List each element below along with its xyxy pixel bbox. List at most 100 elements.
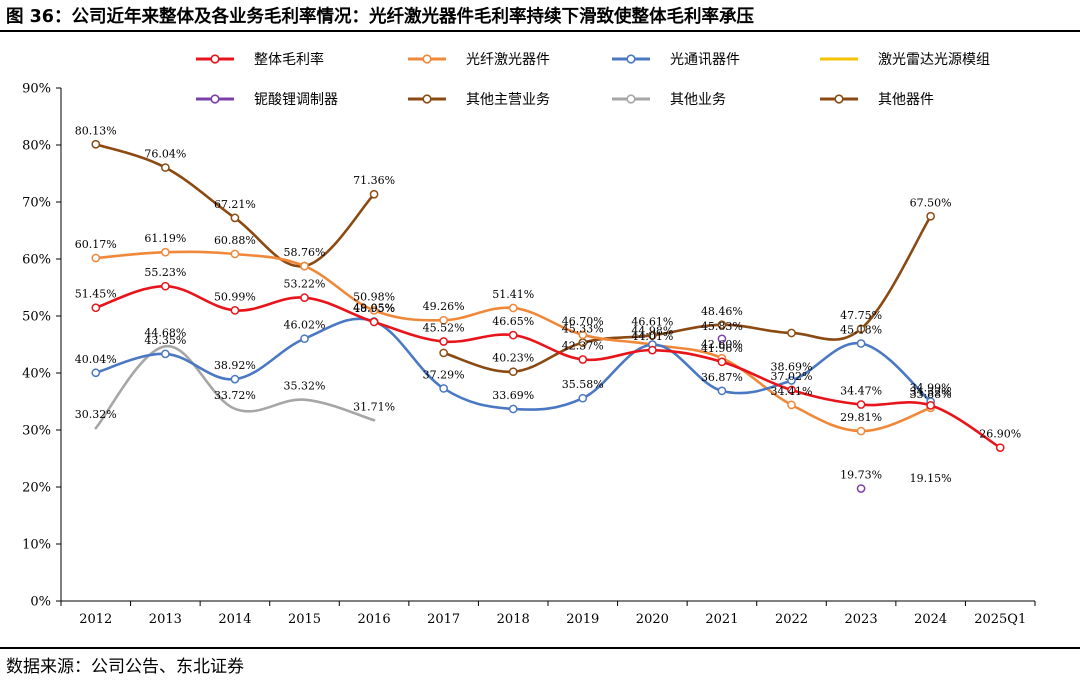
- x-tick-label: 2025Q1: [974, 612, 1026, 627]
- x-tick-label: 2019: [566, 612, 599, 627]
- series: [91, 139, 1005, 493]
- x-tick-label: 2012: [79, 612, 112, 627]
- x-tick-label: 2020: [636, 612, 669, 627]
- x-tick-label: 2023: [845, 612, 878, 627]
- data-point: [439, 348, 448, 358]
- x-tick-label: 2015: [288, 612, 321, 627]
- data-label: 40.23%: [492, 352, 534, 365]
- data-point: [787, 400, 796, 410]
- y-tick-label: 0%: [30, 595, 51, 610]
- legend-marker: [210, 94, 220, 104]
- data-point: [439, 315, 448, 325]
- data-point: [369, 317, 379, 327]
- data-point: [717, 320, 727, 330]
- data-label: 45.52%: [423, 322, 465, 335]
- y-tick-label: 30%: [22, 424, 51, 439]
- legend-item: 激光雷达光源模组: [820, 51, 990, 68]
- data-point: [926, 211, 935, 221]
- data-point: [91, 303, 101, 313]
- legend-label: 光通讯器件: [670, 52, 740, 68]
- chart-title: 图 36：公司近年来整体及各业务毛利率情况：光纤激光器件毛利率持续下滑致使整体毛…: [6, 7, 754, 27]
- data-point: [230, 213, 240, 223]
- data-point: [300, 261, 309, 271]
- data-label: 53.22%: [284, 278, 326, 291]
- legend-label: 其他器件: [878, 92, 934, 108]
- data-point: [161, 247, 170, 257]
- y-tick-label: 70%: [22, 196, 51, 211]
- data-label: 35.58%: [562, 378, 604, 391]
- data-point: [648, 330, 657, 340]
- series-0: [91, 281, 1005, 453]
- data-point: [995, 443, 1005, 453]
- data-label: 34.99%: [910, 382, 952, 395]
- source-note: 数据来源：公司公告、东北证券: [6, 657, 244, 677]
- data-label: 37.02%: [771, 370, 813, 383]
- data-label: 44.68%: [144, 326, 186, 339]
- legend-marker: [422, 54, 432, 64]
- data-point: [91, 368, 101, 378]
- y-tick-label: 60%: [22, 253, 51, 268]
- data-label: 60.17%: [75, 238, 117, 251]
- data-point: [787, 328, 796, 338]
- data-label: 43.35%: [144, 334, 186, 347]
- data-label: 47.75%: [840, 309, 882, 322]
- data-label: 33.72%: [214, 389, 256, 402]
- data-label: 36.87%: [701, 371, 743, 384]
- data-label: 71.36%: [353, 174, 395, 187]
- x-tick-label: 2014: [218, 612, 251, 627]
- data-point: [369, 306, 379, 315]
- title-rule: [0, 30, 1080, 32]
- data-point: [717, 334, 727, 344]
- data-point: [439, 384, 448, 393]
- data-point: [508, 303, 518, 313]
- data-label: 48.46%: [701, 305, 743, 318]
- data-label: 26.90%: [979, 428, 1021, 441]
- data-point: [926, 401, 935, 410]
- legend-item: 其他主营业务: [408, 92, 550, 108]
- data-label: 29.81%: [840, 411, 882, 424]
- legend-label: 铌酸锂调制器: [254, 92, 338, 108]
- data-point: [787, 385, 796, 395]
- series-4: [717, 334, 866, 493]
- data-label: 38.92%: [214, 359, 256, 372]
- data-label: 34.41%: [771, 385, 813, 398]
- legend-item: 整体毛利率: [196, 51, 324, 68]
- y-tick-label: 50%: [22, 310, 51, 325]
- data-point: [161, 281, 170, 291]
- data-point: [578, 355, 588, 364]
- data-point: [300, 334, 309, 344]
- y-tick-label: 10%: [22, 538, 51, 553]
- data-point: [230, 306, 240, 315]
- data-point: [91, 139, 101, 149]
- data-label: 58.76%: [284, 246, 326, 259]
- x-tick-label: 2017: [427, 612, 460, 627]
- data-label: 55.23%: [144, 266, 186, 279]
- data-point: [856, 484, 866, 493]
- data-label: 19.73%: [840, 469, 882, 482]
- y-tick-label: 40%: [22, 367, 51, 382]
- data-point: [856, 426, 866, 436]
- legend-label: 光纤激光器件: [466, 51, 550, 68]
- data-label: 49.26%: [423, 300, 465, 313]
- data-label: 46.70%: [562, 315, 604, 328]
- data-label: 37.29%: [423, 368, 465, 381]
- legend-item: 光通讯器件: [612, 52, 740, 68]
- legend-marker: [210, 54, 220, 64]
- data-label: 67.50%: [910, 196, 952, 209]
- legend-label: 整体毛利率: [254, 51, 324, 68]
- data-point: [856, 400, 866, 409]
- data-point: [91, 253, 101, 263]
- data-label: 44.01%: [631, 330, 673, 343]
- data-label: 38.69%: [771, 360, 813, 373]
- footer-rule: [0, 647, 1080, 649]
- data-label: 49.05%: [353, 301, 395, 314]
- data-label: 31.71%: [353, 400, 395, 413]
- data-label: 45.33%: [562, 323, 604, 336]
- data-point: [300, 293, 309, 302]
- data-label: 51.45%: [75, 288, 117, 301]
- data-label: 61.19%: [144, 232, 186, 245]
- data-point: [230, 374, 240, 384]
- data-point: [508, 367, 518, 377]
